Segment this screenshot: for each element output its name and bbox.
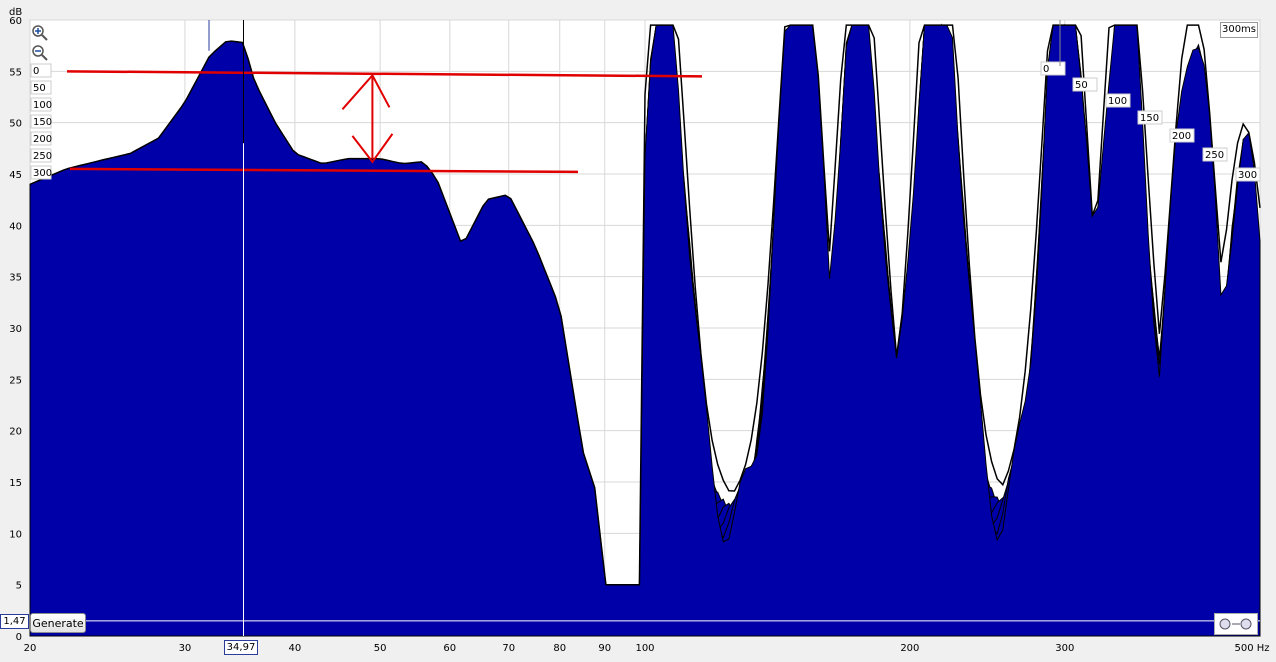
x-tick-label: 200 bbox=[900, 643, 919, 654]
cursor-x-readout: 34,97 bbox=[224, 640, 258, 655]
y-tick-label: 45 bbox=[9, 170, 22, 181]
y-tick-label: 30 bbox=[9, 324, 22, 335]
time-tick-box bbox=[30, 165, 52, 180]
time-tick-box bbox=[30, 63, 52, 78]
y-tick-label: 0 bbox=[16, 632, 22, 643]
x-tick-label: 20 bbox=[24, 643, 37, 654]
y-tick-label: 40 bbox=[9, 221, 22, 232]
time-tick-box bbox=[30, 80, 52, 95]
annotation-lower-line bbox=[69, 167, 579, 174]
time-tick-box bbox=[1202, 147, 1228, 162]
annotation-arrow-head-down bbox=[351, 133, 394, 164]
time-tick-right: 150 bbox=[1140, 113, 1159, 124]
time-axis: 0 50 100 150 200 250 300 0 50 100 150 200 250 300 bbox=[30, 20, 1261, 637]
time-tick-box bbox=[1040, 61, 1066, 76]
waterfall-slices bbox=[29, 23, 1261, 637]
x-tick-label: 60 bbox=[443, 643, 456, 654]
time-tick-box bbox=[1105, 93, 1131, 108]
time-tick-right: 0 bbox=[1043, 64, 1049, 75]
y-axis: dB 0 5 10 15 20 25 30 35 40 45 50 55 60 bbox=[9, 7, 22, 643]
time-tick-right: 100 bbox=[1108, 96, 1127, 107]
time-tick-left: 250 bbox=[33, 151, 52, 162]
red-annotation bbox=[66, 70, 703, 174]
x-tick-label: 90 bbox=[598, 643, 611, 654]
time-tick-left: 0 bbox=[33, 66, 39, 77]
time-max-label: 300ms bbox=[1220, 22, 1258, 38]
x-tick-label: 40 bbox=[288, 643, 301, 654]
zoom-out-icon[interactable] bbox=[31, 44, 49, 62]
time-tick-box bbox=[30, 148, 52, 163]
time-tick-right: 50 bbox=[1075, 80, 1088, 91]
x-axis: 20 30 40 50 60 70 80 90 100 200 300 500 Hz bbox=[24, 643, 1270, 654]
time-tick-left: 100 bbox=[33, 100, 52, 111]
y-tick-label: 60 bbox=[9, 16, 22, 27]
annotation-upper-line bbox=[66, 70, 703, 78]
y-tick-label: 25 bbox=[9, 375, 22, 386]
x-tick-label: 500 Hz bbox=[1234, 643, 1269, 654]
generate-button[interactable]: Generate bbox=[30, 613, 86, 633]
time-tick-box bbox=[1235, 167, 1261, 182]
time-tick-left: 50 bbox=[33, 83, 46, 94]
time-tick-right: 200 bbox=[1172, 131, 1191, 142]
time-tick-left: 200 bbox=[33, 134, 52, 145]
y-tick-label: 5 bbox=[16, 581, 22, 592]
y-tick-label: 10 bbox=[9, 529, 22, 540]
y-tick-label: 50 bbox=[9, 119, 22, 130]
time-tick-box bbox=[30, 114, 52, 129]
y-tick-label: 35 bbox=[9, 273, 22, 284]
y-axis-label: dB bbox=[9, 7, 22, 18]
time-tick-box bbox=[30, 97, 52, 112]
front-slice-line bbox=[29, 24, 1261, 586]
zoom-in-icon[interactable] bbox=[31, 24, 49, 42]
x-tick-label: 50 bbox=[374, 643, 387, 654]
y-tick-label: 15 bbox=[9, 478, 22, 489]
cursor-lines bbox=[30, 20, 1260, 636]
x-tick-label: 70 bbox=[502, 643, 515, 654]
time-tick-box bbox=[1137, 110, 1163, 125]
y-tick-label: 55 bbox=[9, 67, 22, 78]
time-tick-right: 250 bbox=[1205, 150, 1224, 161]
cursor-y-readout: 1,47 bbox=[0, 614, 29, 629]
time-tick-box bbox=[1169, 128, 1195, 143]
time-tick-box bbox=[30, 131, 52, 146]
time-tick-left: 150 bbox=[33, 117, 52, 128]
y-tick-label: 20 bbox=[9, 427, 22, 438]
x-tick-label: 80 bbox=[553, 643, 566, 654]
pan-zoom-control[interactable] bbox=[1214, 613, 1258, 635]
time-tick-right: 300 bbox=[1238, 170, 1257, 181]
annotation-arrow-head-up bbox=[341, 73, 391, 110]
x-tick-label: 100 bbox=[635, 643, 654, 654]
time-tick-left: 300 bbox=[33, 168, 52, 179]
time-tick-box bbox=[1072, 77, 1098, 92]
x-tick-label: 300 bbox=[1055, 643, 1074, 654]
x-tick-label: 30 bbox=[179, 643, 192, 654]
